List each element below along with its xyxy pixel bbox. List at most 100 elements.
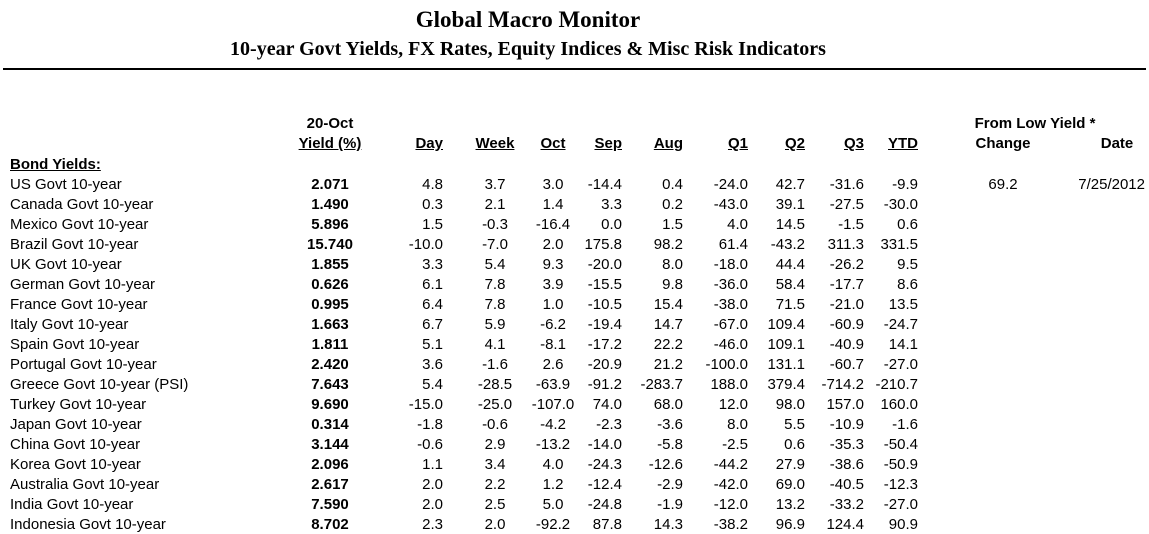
aug-value: 21.2 [653,356,683,373]
day-value: 5.1 [422,336,443,353]
day-value: 3.6 [422,356,443,373]
aug-value: 0.4 [662,176,683,193]
row-label: China Govt 10-year [10,436,141,453]
row-label: Brazil Govt 10-year [10,236,139,253]
sep-value: -12.4 [587,476,622,493]
q2-value: -43.2 [770,236,805,253]
row-label: Turkey Govt 10-year [10,396,147,413]
oct-value: -107.0 [531,396,575,413]
week-value: -7.0 [482,236,508,253]
sep-value: -2.3 [596,416,622,433]
q3-value: 124.4 [826,516,864,533]
table-row: France Govt 10-year 0.995 6.4 7.8 1.0 -1… [0,295,1149,315]
row-label: Italy Govt 10-year [10,316,129,333]
day-value: 2.0 [422,476,443,493]
aug-value: 14.7 [653,316,683,333]
q2-value: 109.1 [767,336,805,353]
row-label: UK Govt 10-year [10,256,122,273]
q3-value: -10.9 [829,416,864,433]
q2-value: 98.0 [775,396,805,413]
from-low-date-value: 7/25/2012 [1078,176,1145,193]
week-value: -1.6 [482,356,508,373]
week-value: -28.5 [477,376,513,393]
sep-value: 3.3 [601,196,622,213]
oct-value: -6.2 [540,316,566,333]
table-header-row: Yield (%) Day Week Oct Sep Aug Q1 Q2 Q3 … [0,134,1149,154]
yield-value: 1.490 [311,196,349,213]
row-label: US Govt 10-year [10,176,122,193]
ytd-value: 8.6 [897,276,918,293]
ytd-value: -1.6 [892,416,918,433]
q1-value: -42.0 [713,476,748,493]
col-header-day: Day [415,135,443,152]
sep-value: -14.0 [587,436,622,453]
q1-value: -67.0 [713,316,748,333]
ytd-value: 0.6 [897,216,918,233]
table-row: China Govt 10-year 3.144 -0.6 2.9 -13.2 … [0,435,1149,455]
ytd-value: -210.7 [875,376,918,393]
q1-value: 8.0 [727,416,748,433]
aug-value: -2.9 [657,476,683,493]
aug-value: -1.9 [657,496,683,513]
day-value: 2.0 [422,496,443,513]
row-label: Australia Govt 10-year [10,476,160,493]
oct-value: -63.9 [535,376,571,393]
col-header-week: Week [475,135,515,152]
q2-value: 69.0 [775,476,805,493]
oct-value: -92.2 [535,516,571,533]
aug-value: 8.0 [662,256,683,273]
day-value: 6.7 [422,316,443,333]
sep-value: -20.9 [587,356,622,373]
row-label: France Govt 10-year [10,296,148,313]
q3-value: -27.5 [829,196,864,213]
q1-value: -100.0 [705,356,748,373]
table-row: UK Govt 10-year 1.855 3.3 5.4 9.3 -20.0 … [0,255,1149,275]
table-row: US Govt 10-year 2.071 4.8 3.7 3.0 -14.4 … [0,175,1149,195]
q2-value: 14.5 [775,216,805,233]
col-header-q3: Q3 [843,135,864,152]
col-header-aug: Aug [653,135,683,152]
week-value: 7.8 [484,296,506,313]
table-row: India Govt 10-year 7.590 2.0 2.5 5.0 -24… [0,495,1149,515]
q2-value: 13.2 [775,496,805,513]
oct-value: 9.3 [542,256,564,273]
ytd-value: 160.0 [880,396,918,413]
q3-value: -40.9 [829,336,864,353]
yield-value: 0.995 [311,296,349,313]
week-value: 4.1 [484,336,506,353]
day-value: -1.8 [417,416,443,433]
oct-value: 2.0 [542,236,564,253]
table-header-row-group: 20-Oct From Low Yield * [0,114,1149,134]
sep-value: -24.8 [587,496,622,513]
aug-value: 14.3 [653,516,683,533]
oct-value: 4.0 [542,456,564,473]
sep-value: -24.3 [587,456,622,473]
header-divider [3,68,1146,70]
week-value: 5.4 [484,256,506,273]
q1-value: -38.2 [713,516,748,533]
oct-value: 3.9 [542,276,564,293]
table-row: Spain Govt 10-year 1.811 5.1 4.1 -8.1 -1… [0,335,1149,355]
oct-value: 3.0 [542,176,564,193]
sep-value: -20.0 [587,256,622,273]
period-label: 20-Oct [306,115,354,132]
day-value: -10.0 [408,236,443,253]
q2-value: 71.5 [775,296,805,313]
col-header-q2: Q2 [784,135,805,152]
week-value: -0.3 [482,216,508,233]
yield-value: 5.896 [311,216,349,233]
oct-value: -13.2 [535,436,571,453]
ytd-value: 14.1 [888,336,918,353]
table-row: Italy Govt 10-year 1.663 6.7 5.9 -6.2 -1… [0,315,1149,335]
section-row: Bond Yields: [0,154,1149,175]
q3-value: -21.0 [829,296,864,313]
q1-value: -44.2 [713,456,748,473]
ytd-value: -30.0 [883,196,918,213]
q3-value: -35.3 [829,436,864,453]
yield-value: 2.420 [311,356,349,373]
day-value: 1.5 [422,216,443,233]
q1-value: 61.4 [718,236,748,253]
aug-value: -283.7 [640,376,683,393]
day-value: 4.8 [422,176,443,193]
q2-value: 0.6 [784,436,805,453]
